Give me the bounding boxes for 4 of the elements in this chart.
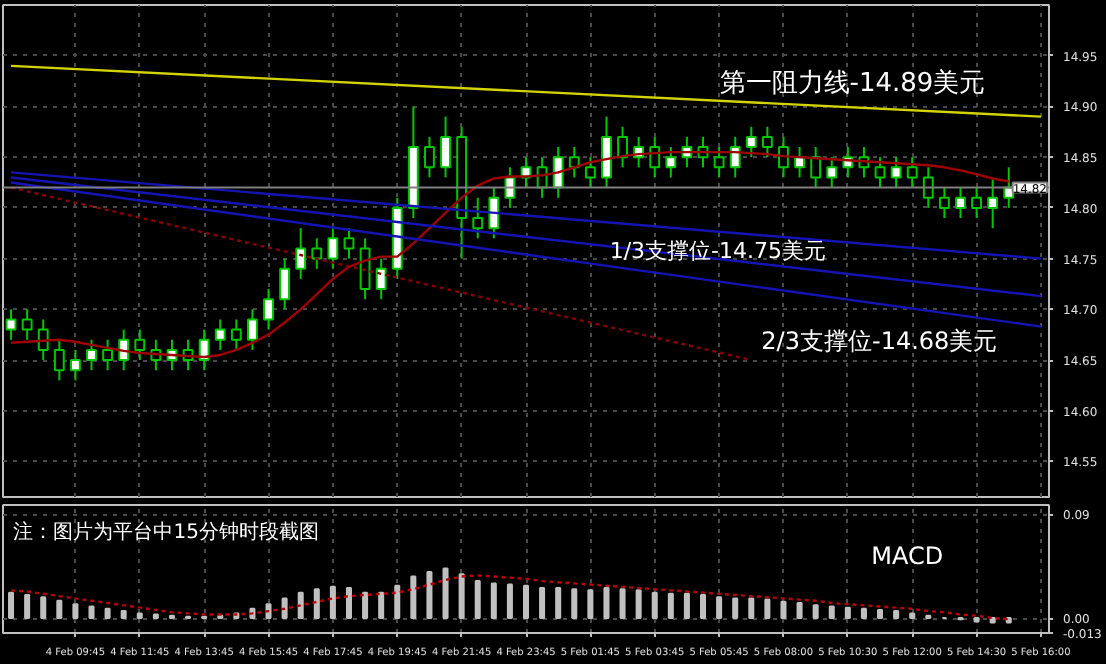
annotation: 第一阻力线-14.89美元 <box>719 66 986 99</box>
annotation: 注：图片为平台中15分钟时段截图 <box>13 520 319 545</box>
annotation: 2/3支撑位-14.68美元 <box>761 326 998 355</box>
text: MACD <box>871 542 944 571</box>
